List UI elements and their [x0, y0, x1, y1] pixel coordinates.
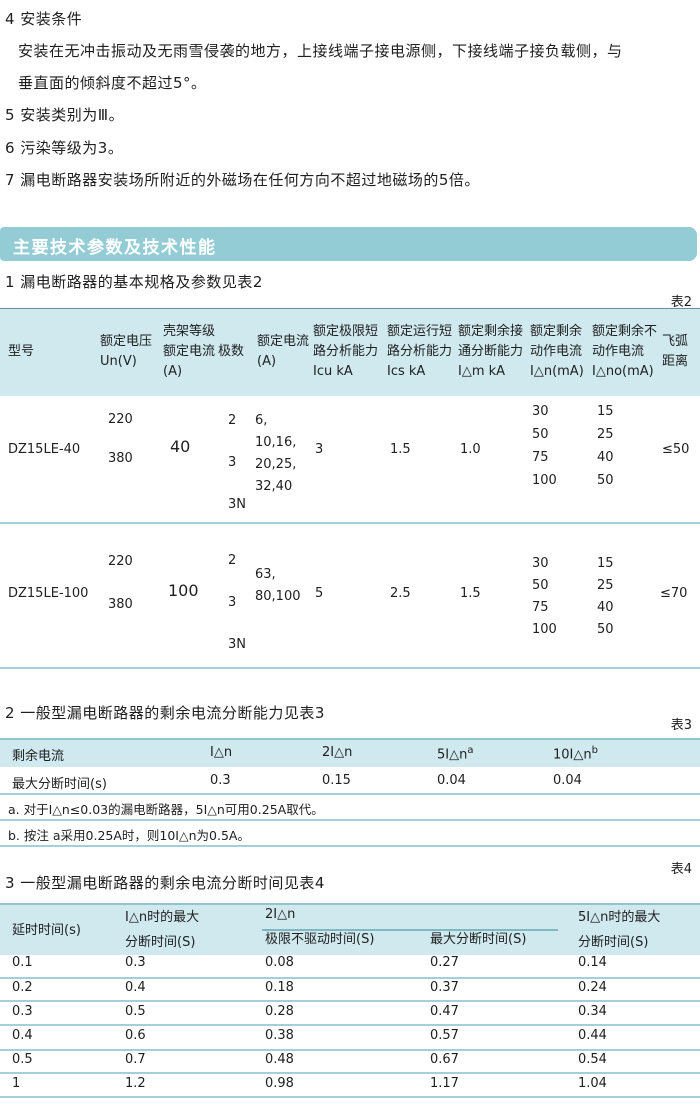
t3-divider-1	[0, 793, 700, 795]
section-header-bar: 主要技术参数及技术性能	[0, 227, 697, 261]
t2-header-voltage: 额定电压 Un(V)	[100, 334, 153, 369]
t3-header-residual-current: 剩余电流	[12, 749, 65, 764]
t2-row1-currents: 6, 10,16, 20,25, 32,40	[255, 413, 297, 494]
t2-row2-idm: 1.5	[460, 586, 481, 601]
t2-header-icu: 额定极限短 路分析能力 Icu kA	[313, 324, 379, 379]
t2-row2-currents: 63, 80,100	[255, 567, 301, 604]
t4-divider-1	[0, 977, 700, 979]
t3-divider-2	[0, 819, 700, 821]
intro-item-7: 7 漏电断路器安装场所附近的外磁场在任何方向不超过地磁场的5倍。	[5, 171, 480, 189]
t4-2idn-underline	[262, 929, 558, 931]
intro-item-4-title: 4 安装条件	[5, 10, 83, 28]
t2-header-model: 型号	[8, 344, 35, 359]
t2-row1-frame: 40	[170, 437, 191, 456]
t3-value-idn: 0.3	[210, 773, 231, 788]
t2-header-ics: 额定运行短 路分析能力 Ics kA	[387, 324, 453, 379]
t2-row1-arc: ≤50	[662, 442, 690, 457]
t3-note-a: a. 对于I△n≤0.03的漏电断路器，5I△n可用0.25A取代。	[8, 802, 324, 817]
t4-row-6: 1 1.2 0.98 1.17 1.04	[12, 1076, 607, 1091]
t2-row2-model: DZ15LE-100	[8, 586, 89, 601]
t3-header-5idn: 5I△na	[437, 745, 474, 763]
t3-note-b: b. 按注 a采用0.25A时，则10I△n为0.5A。	[8, 828, 250, 843]
t2-row1-ics: 1.5	[390, 442, 411, 457]
t2-row1-idno: 15 25 40 50	[597, 404, 614, 488]
breaking-time-table: 延时时间(s) I△n时的最大 分断时间(S) 2I△n 极限不驱动时间(S) 最…	[0, 903, 700, 1099]
t3-header-idn: I△n	[210, 745, 233, 760]
t2-row1-voltages: 220 380	[108, 412, 133, 466]
t2-row1-icu: 3	[315, 442, 324, 457]
t4-header-delay: 延时时间(s)	[12, 923, 81, 938]
t2-row2-idno: 15 25 40 50	[597, 556, 614, 637]
t3-value-5idn: 0.04	[437, 773, 466, 788]
section-title: 主要技术参数及技术性能	[13, 238, 217, 258]
t2-row2-poles: 2 3 3N	[228, 553, 246, 652]
t2-header-idm: 额定剩余接 通分断能力 I△m kA	[458, 324, 524, 379]
table4-label: 表4	[670, 862, 692, 877]
t2-header-frame: 壳架等级 额定电流 (A)	[163, 324, 216, 379]
t4-header-2idn: 2I△n	[265, 907, 296, 922]
t2-row2-frame: 100	[168, 581, 199, 600]
t2-header-arc: 飞弧 距离	[662, 334, 689, 369]
t3-value-2idn: 0.15	[322, 773, 351, 788]
t4-header-2idn-sub1: 极限不驱动时间(S)	[265, 932, 375, 947]
t2-row2-ics: 2.5	[390, 586, 411, 601]
t2-row-divider	[0, 522, 700, 524]
table3-caption: 2 一般型漏电断路器的剩余电流分断能力见表3	[5, 704, 325, 722]
breaking-capacity-table: 剩余电流 I△n 2I△n 5I△na 10I△nb 最大分断时间(s) 0.3…	[0, 738, 700, 847]
t2-row1-poles: 2 3 3N	[228, 413, 246, 512]
intro-paragraph-line-1: 安装在无冲击振动及无雨雪侵袭的地方，上接线端子接电源侧，下接线端子接负载侧，与	[18, 42, 623, 60]
t4-header-idn: I△n时的最大 分断时间(S)	[125, 910, 200, 950]
t2-header-poles: 极数	[218, 344, 245, 359]
t4-divider-4	[0, 1049, 700, 1051]
t2-row1-model: DZ15LE-40	[8, 442, 81, 457]
t3-header-10idn: 10I△nb	[553, 745, 598, 763]
t4-row-5: 0.5 0.7 0.48 0.67 0.54	[12, 1052, 607, 1067]
intro-paragraph-line-2: 垂直面的倾斜度不超过5°。	[18, 74, 207, 92]
t4-row-2: 0.2 0.4 0.18 0.37 0.24	[12, 980, 607, 995]
t4-divider-5	[0, 1072, 700, 1074]
table3-label: 表3	[670, 718, 692, 733]
t2-row1-idn: 30 50 75 100	[532, 404, 557, 488]
intro-item-5: 5 安装类别为Ⅲ。	[5, 106, 125, 124]
t4-divider-3	[0, 1024, 700, 1026]
t3-header-2idn: 2I△n	[322, 745, 353, 760]
t4-divider-2	[0, 1000, 700, 1002]
table4-caption: 3 一般型漏电断路器的剩余电流分断时间见表4	[5, 874, 325, 892]
t3-bottom-border	[0, 845, 700, 847]
t2-row2-voltages: 220 380	[108, 554, 133, 612]
t2-header-idno: 额定剩余不 动作电流 I△no(mA)	[592, 324, 658, 379]
t4-header-2idn-sub2: 最大分断时间(S)	[430, 932, 527, 947]
table2-caption: 1 漏电断路器的基本规格及参数见表2	[5, 273, 263, 291]
t3-value-10idn: 0.04	[553, 773, 582, 788]
intro-item-6: 6 污染等级为3。	[5, 139, 124, 157]
t2-row2-arc: ≤70	[660, 586, 688, 601]
t3-row-label: 最大分断时间(s)	[12, 777, 107, 792]
t2-bottom-border	[0, 667, 700, 669]
t4-row-4: 0.4 0.6 0.38 0.57 0.44	[12, 1028, 607, 1043]
t4-bottom-border	[0, 1096, 700, 1098]
table2-label: 表2	[670, 295, 692, 310]
t2-header-idn: 额定剩余 动作电流 I△n(mA)	[530, 324, 584, 379]
t2-row2-icu: 5	[315, 586, 324, 601]
t3-header-band	[0, 740, 700, 767]
t4-row-3: 0.3 0.5 0.28 0.47 0.34	[12, 1004, 607, 1019]
spec-table-header-band	[0, 309, 700, 396]
spec-table: 型号 额定电压 Un(V) 壳架等级 额定电流 (A) 极数 额定电流 (A) 额定极限…	[0, 308, 700, 669]
t4-header-5idn: 5I△n时的最大 分断时间(S)	[578, 910, 661, 950]
t2-header-current: 额定电流 (A)	[257, 334, 310, 369]
t4-row-1: 0.1 0.3 0.08 0.27 0.14	[12, 955, 607, 970]
t2-row1-idm: 1.0	[460, 442, 481, 457]
t2-row2-idn: 30 50 75 100	[532, 556, 557, 637]
